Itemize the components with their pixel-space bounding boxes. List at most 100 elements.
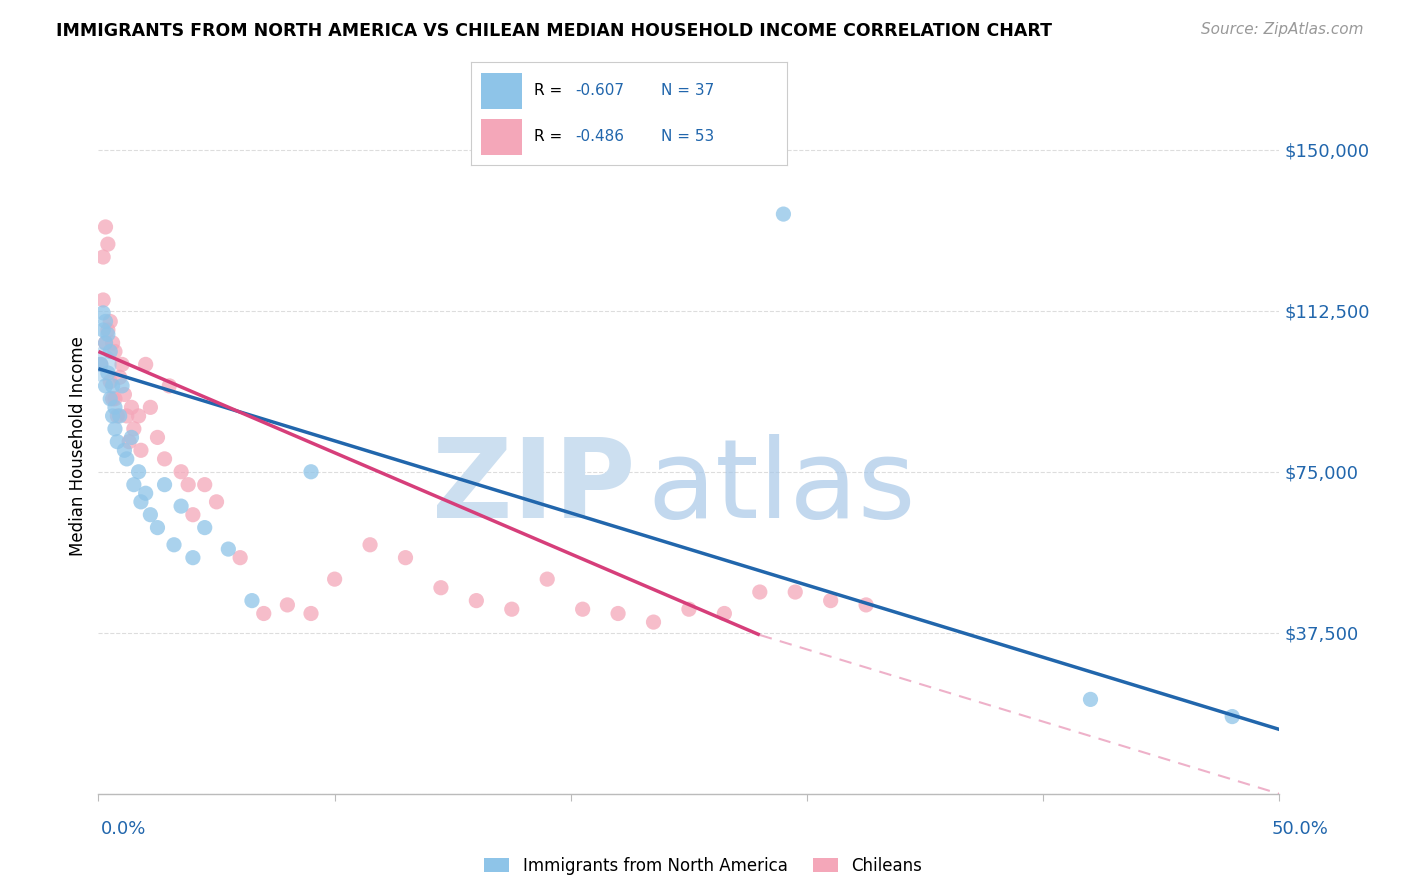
Bar: [481, 119, 522, 155]
Point: [115, 451, 138, 466]
Text: ZIP: ZIP: [433, 434, 636, 541]
Point: [820, 593, 842, 607]
Point: [105, 434, 128, 449]
Point: [97, 323, 120, 337]
Text: N = 37: N = 37: [661, 83, 714, 98]
Point: [91, 323, 114, 337]
Point: [129, 495, 152, 509]
Point: [89, 358, 111, 372]
Point: [112, 387, 135, 401]
Point: [181, 508, 204, 522]
Point: [253, 607, 276, 621]
Point: [101, 379, 124, 393]
Point: [177, 477, 200, 491]
Text: atlas: atlas: [648, 434, 917, 541]
Point: [104, 392, 127, 406]
Point: [465, 593, 488, 607]
Point: [98, 314, 121, 328]
Text: Source: ZipAtlas.com: Source: ZipAtlas.com: [1201, 22, 1364, 37]
Point: [299, 465, 322, 479]
Point: [643, 615, 665, 629]
Y-axis label: Median Household Income: Median Household Income: [69, 336, 87, 556]
Point: [122, 422, 145, 436]
Text: R =: R =: [534, 129, 568, 145]
Point: [205, 495, 228, 509]
Point: [359, 538, 381, 552]
Bar: [481, 73, 522, 109]
Point: [90, 358, 112, 372]
Point: [430, 581, 453, 595]
Point: [276, 598, 298, 612]
Point: [163, 538, 186, 552]
Point: [536, 572, 558, 586]
Point: [122, 477, 145, 491]
Point: [111, 358, 134, 372]
Point: [571, 602, 593, 616]
Point: [323, 572, 346, 586]
Point: [299, 607, 322, 621]
Legend: Immigrants from North America, Chileans: Immigrants from North America, Chileans: [484, 856, 922, 875]
Point: [135, 358, 157, 372]
Text: N = 53: N = 53: [661, 129, 714, 145]
Point: [1080, 692, 1102, 706]
Point: [121, 401, 143, 415]
Point: [153, 477, 176, 491]
Point: [94, 335, 117, 350]
Point: [194, 477, 217, 491]
Point: [678, 602, 700, 616]
Point: [181, 550, 204, 565]
Point: [97, 366, 120, 380]
Point: [94, 379, 117, 393]
Point: [153, 451, 176, 466]
Point: [135, 486, 157, 500]
Text: IMMIGRANTS FROM NORTH AMERICA VS CHILEAN MEDIAN HOUSEHOLD INCOME CORRELATION CHA: IMMIGRANTS FROM NORTH AMERICA VS CHILEAN…: [56, 22, 1052, 40]
Point: [90, 358, 112, 372]
Point: [105, 409, 128, 423]
Point: [91, 293, 114, 307]
Point: [240, 593, 263, 607]
Point: [98, 344, 121, 359]
Point: [101, 335, 124, 350]
Point: [118, 434, 141, 449]
Point: [713, 607, 735, 621]
Point: [94, 219, 117, 234]
Point: [97, 327, 120, 342]
Point: [104, 401, 127, 415]
Point: [104, 344, 127, 359]
Point: [94, 335, 117, 350]
Point: [217, 542, 239, 557]
Point: [101, 409, 124, 423]
Text: -0.486: -0.486: [575, 129, 624, 145]
Point: [108, 370, 131, 384]
Point: [97, 237, 120, 252]
Point: [157, 379, 180, 393]
Point: [91, 306, 114, 320]
Point: [229, 550, 252, 565]
Point: [146, 430, 169, 444]
Point: [194, 520, 217, 534]
Point: [94, 314, 117, 328]
Point: [104, 422, 127, 436]
Point: [112, 443, 135, 458]
Point: [111, 379, 134, 393]
Point: [98, 375, 121, 389]
Point: [121, 430, 143, 444]
Point: [394, 550, 416, 565]
Point: [146, 520, 169, 534]
Point: [115, 409, 138, 423]
Point: [785, 585, 807, 599]
Point: [128, 409, 150, 423]
Text: -0.607: -0.607: [575, 83, 624, 98]
Point: [1220, 709, 1243, 723]
Text: 0.0%: 0.0%: [101, 820, 146, 838]
Point: [772, 207, 794, 221]
Point: [501, 602, 523, 616]
Point: [170, 499, 193, 513]
Point: [98, 392, 121, 406]
Point: [855, 598, 877, 612]
Text: 50.0%: 50.0%: [1272, 820, 1329, 838]
Point: [108, 409, 131, 423]
Point: [139, 508, 162, 522]
Point: [128, 465, 150, 479]
Point: [748, 585, 770, 599]
